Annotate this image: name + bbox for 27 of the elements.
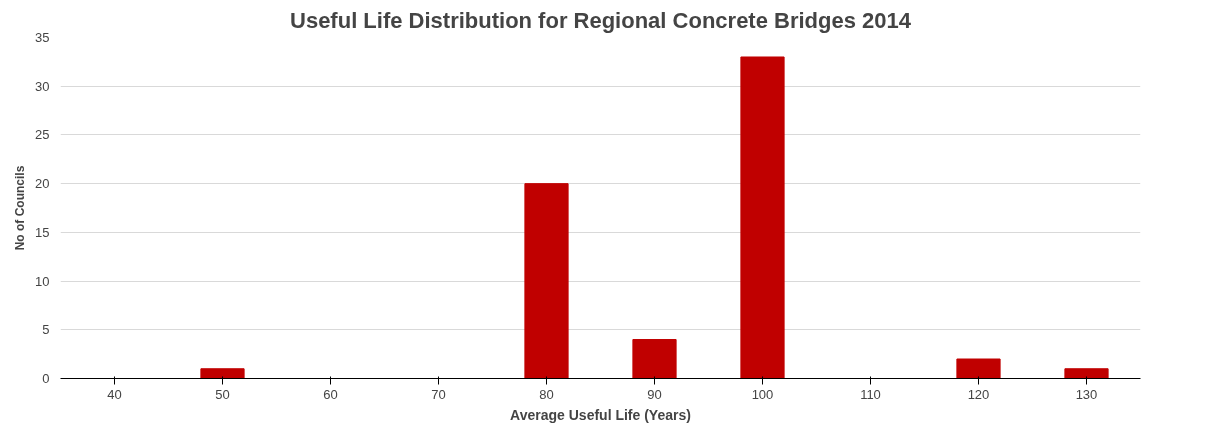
- x-tick-label: 60: [323, 386, 338, 402]
- x-tick-label: 70: [431, 386, 446, 402]
- bar: [200, 368, 245, 379]
- chart-title: Useful Life Distribution for Regional Concrete Bridges 2014: [290, 7, 912, 33]
- x-tick-label: 120: [967, 386, 990, 402]
- y-tick-label: 15: [35, 224, 50, 240]
- y-tick-label: 35: [35, 30, 50, 45]
- y-axis-title: No of Councils: [13, 165, 28, 251]
- x-tick-label: 80: [539, 386, 554, 402]
- x-axis-title: Average Useful Life (Years): [510, 406, 691, 423]
- x-tick-label: 50: [215, 386, 230, 402]
- bar: [740, 56, 785, 379]
- x-tick-label: 40: [107, 386, 122, 402]
- y-tick-label: 5: [42, 322, 50, 338]
- x-tick-label: 100: [751, 386, 774, 402]
- bar: [956, 358, 1001, 379]
- y-tick-label: 20: [35, 176, 50, 192]
- x-tick-label: 110: [860, 386, 881, 402]
- y-tick-label: 30: [35, 78, 50, 94]
- y-tick-label: 0: [42, 371, 50, 386]
- bar: [1064, 368, 1109, 379]
- y-tick-label: 25: [35, 127, 50, 143]
- bar: [524, 183, 569, 379]
- x-tick-label: 130: [1075, 386, 1098, 402]
- x-tick-label: 90: [647, 386, 662, 402]
- bar: [632, 339, 677, 379]
- y-tick-label: 10: [35, 273, 50, 289]
